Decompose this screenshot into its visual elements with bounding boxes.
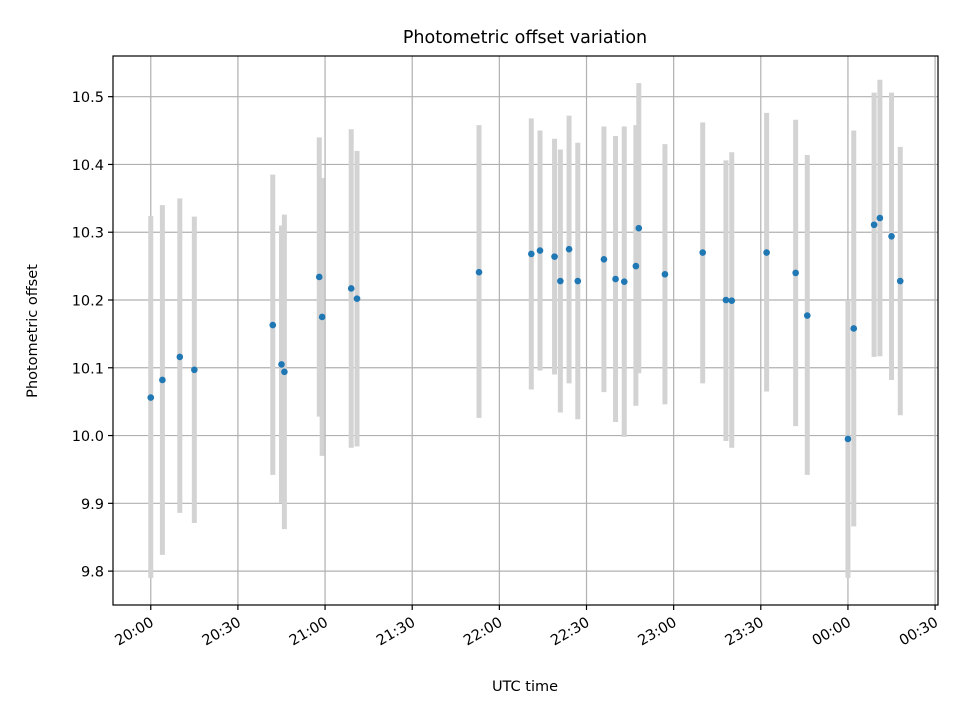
data-point	[661, 270, 669, 278]
data-point	[722, 296, 730, 304]
data-point	[475, 268, 483, 276]
data-point	[269, 321, 277, 329]
y-tick-label: 9.8	[81, 565, 104, 581]
chart-title: Photometric offset variation	[403, 28, 647, 48]
data-point	[803, 312, 811, 319]
data-point	[728, 297, 736, 304]
data-point	[147, 394, 155, 401]
grid	[113, 56, 938, 605]
y-tick-label: 10.1	[72, 361, 104, 377]
data-point	[896, 277, 904, 285]
data-point	[635, 224, 643, 232]
data-point	[551, 253, 558, 260]
y-axis-label: Photometric offset	[25, 264, 41, 398]
data-point	[315, 273, 323, 281]
data-point	[600, 256, 608, 263]
data-point	[612, 275, 619, 283]
data-point	[565, 245, 573, 253]
x-axis-label: UTC time	[492, 679, 558, 695]
y-tick-label: 10.4	[72, 158, 104, 174]
data-point	[281, 368, 288, 376]
y-tick-label: 10.2	[72, 294, 104, 310]
y-tick-label: 10.0	[72, 429, 104, 445]
data-point	[528, 250, 535, 258]
data-point	[632, 262, 640, 270]
data-point	[888, 232, 895, 240]
y-axis-ticks: 9.8 9.9 10.0 10.1 10.2 10.3 10.4 10.5	[72, 90, 113, 581]
plot-area-frame	[112, 55, 939, 606]
data-point	[318, 313, 326, 321]
data-point	[176, 353, 184, 361]
data-point	[850, 325, 858, 332]
y-tick-label: 10.5	[72, 90, 104, 106]
data-point	[574, 277, 582, 285]
data-point	[278, 361, 285, 368]
data-points	[147, 214, 904, 443]
data-point	[191, 366, 198, 374]
data-point	[159, 376, 166, 384]
data-point	[699, 249, 707, 256]
data-point	[347, 285, 355, 292]
data-point	[353, 295, 361, 302]
data-point	[620, 278, 628, 286]
data-point	[792, 269, 799, 277]
data-point	[876, 214, 884, 222]
y-tick-label: 10.3	[72, 226, 104, 242]
data-point	[844, 435, 852, 443]
data-point	[763, 249, 770, 256]
data-point	[557, 277, 564, 285]
data-point	[536, 247, 544, 254]
y-tick-label: 9.9	[81, 497, 104, 513]
data-point	[870, 221, 878, 229]
